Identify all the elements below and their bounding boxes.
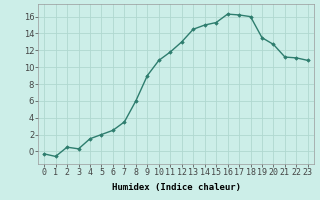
X-axis label: Humidex (Indice chaleur): Humidex (Indice chaleur) <box>111 183 241 192</box>
